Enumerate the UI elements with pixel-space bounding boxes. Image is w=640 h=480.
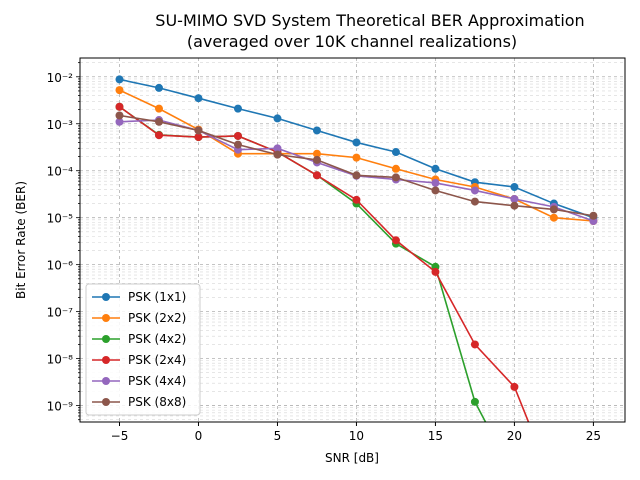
data-point — [233, 131, 242, 140]
data-point — [312, 126, 321, 135]
data-point — [115, 102, 124, 111]
legend-item: PSK (2x4) — [92, 353, 186, 367]
x-tick-label: 25 — [586, 429, 601, 443]
y-tick-label: 10⁻⁴ — [47, 165, 74, 179]
series-4 — [115, 102, 530, 422]
data-point — [510, 382, 519, 391]
data-point — [352, 171, 361, 180]
legend-label: PSK (2x2) — [128, 311, 186, 325]
data-point — [391, 148, 400, 157]
data-point — [115, 86, 124, 95]
chart-title-line-2: (averaged over 10K channel realizations) — [187, 32, 517, 51]
legend: PSK (1x1) PSK (2x2) PSK (4x2) PSK (2x4) PSK … — [85, 283, 201, 416]
data-point — [352, 195, 361, 204]
legend-item: PSK (2x2) — [92, 311, 186, 325]
data-point — [273, 114, 282, 123]
y-axis-label: Bit Error Rate (BER) — [14, 181, 28, 299]
data-point — [273, 150, 282, 159]
legend-label: PSK (4x4) — [128, 374, 186, 388]
data-point — [154, 104, 163, 113]
data-point — [154, 131, 163, 140]
legend-item: PSK (8x8) — [92, 395, 186, 409]
data-point — [312, 149, 321, 158]
y-tick-label: 10⁻³ — [47, 118, 74, 132]
data-point — [470, 197, 479, 206]
data-point — [510, 183, 519, 192]
data-point — [115, 75, 124, 84]
x-tick-label: 20 — [507, 429, 522, 443]
data-point — [194, 133, 203, 142]
data-point — [154, 83, 163, 92]
data-point — [470, 186, 479, 195]
data-point — [194, 94, 203, 103]
y-tick-label: 10⁻⁸ — [47, 353, 74, 367]
series-layer — [115, 75, 598, 480]
data-point — [510, 473, 518, 480]
y-axis-ticks: 10⁻⁹ 10⁻⁸ 10⁻⁷ 10⁻⁶ 10⁻⁵ 10⁻⁴ 10⁻³ 10⁻² — [47, 62, 80, 421]
x-tick-label: 5 — [274, 429, 282, 443]
data-point — [470, 340, 479, 349]
legend-item: PSK (1x1) — [92, 290, 186, 304]
legend-marker — [102, 335, 110, 343]
x-tick-label: 15 — [428, 429, 443, 443]
y-tick-label: 10⁻⁵ — [47, 212, 74, 226]
legend-marker — [102, 356, 110, 364]
data-point — [431, 267, 440, 276]
plot-frame — [79, 57, 626, 423]
data-point — [470, 397, 479, 406]
data-point — [549, 205, 558, 214]
data-point — [352, 153, 361, 162]
data-point — [233, 104, 242, 113]
data-point — [312, 171, 321, 180]
data-point — [549, 213, 558, 222]
y-tick-label: 10⁻⁶ — [47, 259, 74, 273]
x-tick-label: 0 — [195, 429, 203, 443]
legend-marker — [102, 377, 110, 385]
data-point — [391, 164, 400, 173]
data-point — [154, 117, 163, 126]
legend-label: PSK (4x2) — [128, 332, 186, 346]
x-axis-label: SNR [dB] — [325, 451, 379, 465]
series-6 — [115, 111, 598, 220]
legend-marker — [102, 293, 110, 301]
data-point — [312, 155, 321, 164]
legend-item: PSK (4x4) — [92, 374, 186, 388]
data-point — [510, 194, 519, 203]
legend-item: PSK (4x2) — [92, 332, 186, 346]
legend-marker — [102, 398, 110, 406]
legend-label: PSK (2x4) — [128, 353, 186, 367]
data-point — [510, 201, 519, 210]
legend-box — [85, 283, 201, 416]
data-point — [352, 138, 361, 147]
y-tick-label: 10⁻² — [47, 71, 74, 85]
x-axis-ticks: −5 0 5 10 15 20 25 — [111, 422, 601, 443]
series-line — [119, 106, 530, 422]
x-tick-label: 10 — [349, 429, 364, 443]
data-point — [115, 117, 124, 126]
x-tick-label: −5 — [111, 429, 129, 443]
data-point — [431, 164, 440, 173]
data-point — [273, 144, 282, 153]
data-point — [115, 111, 124, 120]
data-point — [431, 178, 440, 187]
y-tick-label: 10⁻⁹ — [47, 400, 74, 414]
legend-label: PSK (1x1) — [128, 290, 186, 304]
y-tick-label: 10⁻⁷ — [47, 306, 74, 320]
chart-title-line-1: SU-MIMO SVD System Theoretical BER Appro… — [155, 11, 584, 30]
legend-marker — [102, 314, 110, 322]
data-point — [391, 173, 400, 182]
data-point — [233, 140, 242, 149]
data-point — [391, 236, 400, 245]
data-point — [589, 211, 598, 220]
data-point — [431, 186, 440, 195]
legend-label: PSK (8x8) — [128, 395, 186, 409]
data-point — [194, 126, 203, 135]
